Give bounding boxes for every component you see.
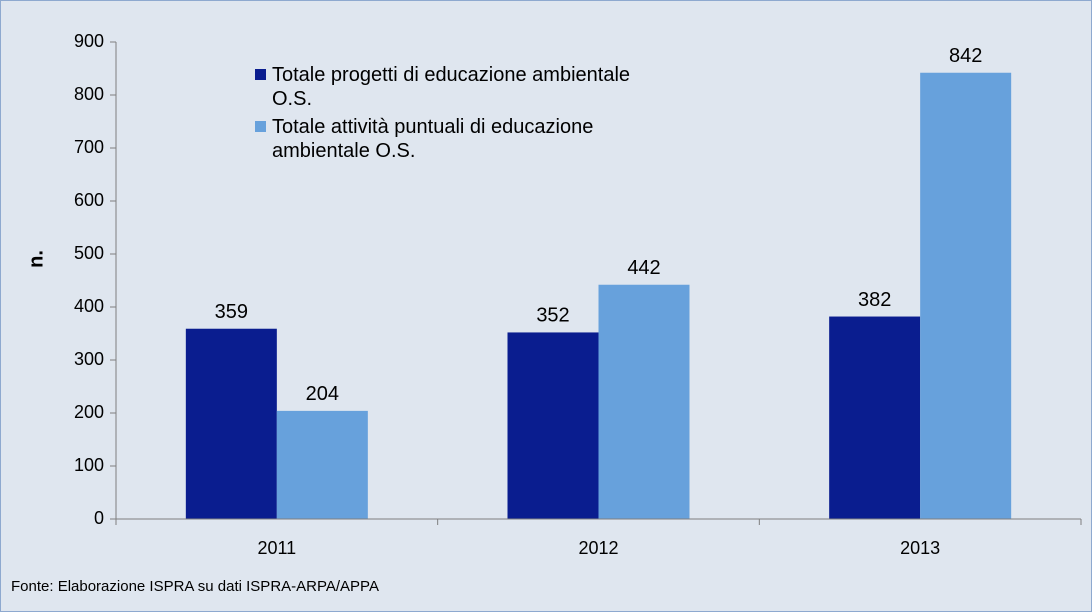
y-tick-label: 600 (74, 190, 104, 210)
legend-item: Totale progetti di educazione ambientale… (255, 63, 675, 111)
bar (598, 284, 690, 519)
y-tick-label: 100 (74, 455, 104, 475)
bar (276, 410, 368, 519)
legend: Totale progetti di educazione ambientale… (255, 63, 675, 167)
y-tick-label: 800 (74, 84, 104, 104)
data-label: 442 (627, 257, 660, 279)
data-label: 359 (215, 301, 248, 323)
data-label: 842 (949, 45, 982, 67)
bar (920, 72, 1012, 520)
x-tick-label: 2012 (578, 538, 618, 558)
data-label: 382 (858, 289, 891, 311)
bar (185, 328, 277, 519)
y-axis-label: n. (25, 250, 47, 268)
y-tick-label: 900 (74, 31, 104, 51)
y-tick-label: 0 (94, 508, 104, 528)
data-label: 352 (536, 305, 569, 327)
legend-label: Totale attività puntuali di educazione a… (272, 116, 594, 162)
y-tick-label: 400 (74, 296, 104, 316)
data-label: 204 (306, 383, 339, 405)
legend-item: Totale attività puntuali di educazione a… (255, 115, 675, 163)
bar (829, 316, 921, 519)
legend-label: Totale progetti di educazione ambientale… (272, 64, 631, 110)
legend-swatch (255, 121, 266, 132)
source-note: Fonte: Elaborazione ISPRA su dati ISPRA-… (11, 578, 379, 595)
y-tick-label: 500 (74, 243, 104, 263)
y-tick-label: 700 (74, 137, 104, 157)
legend-swatch (255, 69, 266, 80)
x-tick-label: 2013 (900, 538, 940, 558)
y-tick-label: 200 (74, 402, 104, 422)
bar (507, 332, 599, 519)
x-tick-label: 2011 (257, 538, 296, 558)
y-tick-label: 300 (74, 349, 104, 369)
